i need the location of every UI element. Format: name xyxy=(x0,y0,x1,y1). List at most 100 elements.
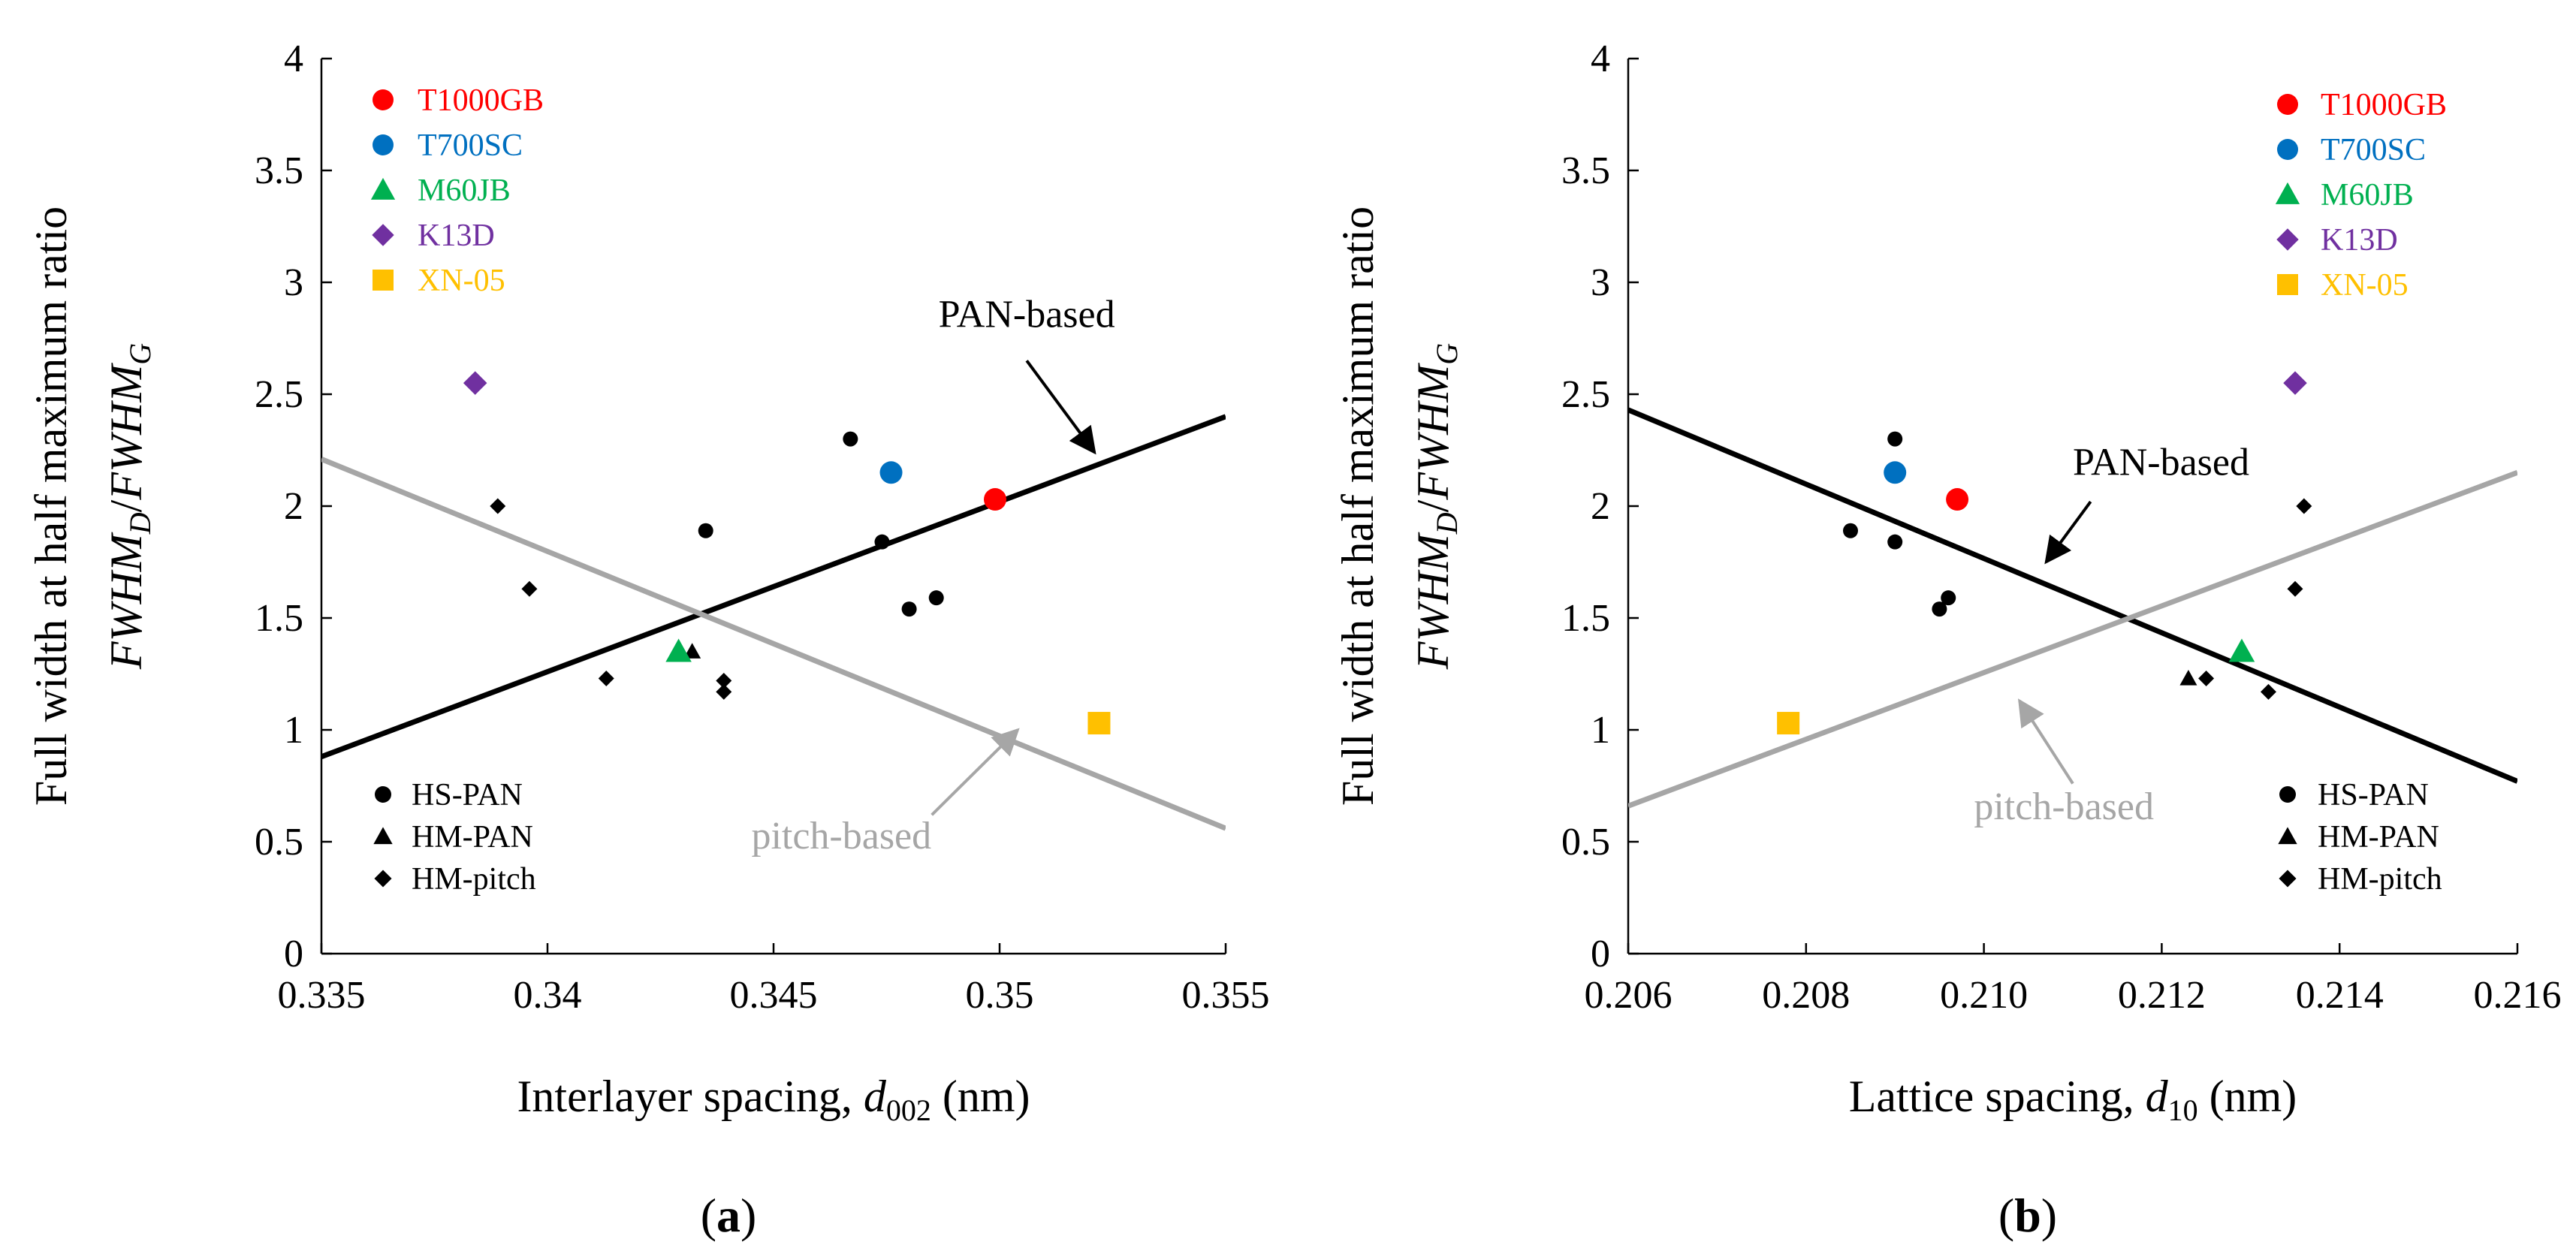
legend-marker-t700sc xyxy=(2277,139,2298,160)
x-axis-title: Lattice spacing, d10 (nm) xyxy=(1849,1072,2297,1127)
x-tick-label: 0.335 xyxy=(278,974,366,1017)
x-tick-label: 0.34 xyxy=(514,974,582,1017)
point-hm-pitch xyxy=(2260,683,2276,700)
point-hs-pan xyxy=(901,601,917,617)
legend-label-hm-pitch: HM-pitch xyxy=(2318,862,2442,897)
panel-label-letter: b xyxy=(2014,1189,2041,1242)
legend-label-hs-pan: HS-PAN xyxy=(412,778,523,812)
annotation-pitch-based: pitch-based xyxy=(1974,785,2154,828)
point-k13d xyxy=(2283,371,2307,395)
annotation-pitch-based: pitch-based xyxy=(751,815,931,858)
point-hs-pan xyxy=(1887,534,1903,550)
annotation-arrow-pan-based xyxy=(1025,360,1096,455)
point-hs-pan xyxy=(874,534,890,550)
point-hs-pan xyxy=(843,431,858,447)
legend-label-m60jb: M60JB xyxy=(2321,178,2414,213)
y-axis-title-slash: / xyxy=(101,499,151,512)
y-axis-title-num: FWHM xyxy=(101,532,151,670)
legend-marker-hm-pan xyxy=(373,827,393,845)
legend-marker-k13d xyxy=(2276,228,2299,251)
legend-label-xn-05: XN-05 xyxy=(2321,268,2409,303)
y-axis-title-den-sub: G xyxy=(1430,343,1464,365)
x-tick-label: 0.210 xyxy=(1940,974,2028,1017)
y-axis-title-den: FWHM xyxy=(1408,363,1458,501)
panel-label-open: ( xyxy=(1998,1189,2014,1242)
legend-marker-xn-05 xyxy=(373,270,394,291)
x-tick-label: 0.345 xyxy=(730,974,818,1017)
data-points xyxy=(463,371,1111,735)
panel-label: (b) xyxy=(1998,1189,2057,1242)
panel-label-open: ( xyxy=(701,1189,716,1242)
y-tick-label: 2 xyxy=(284,485,303,528)
legend-marker-t1000gb xyxy=(2277,94,2298,115)
legend-label-hs-pan: HS-PAN xyxy=(2318,778,2429,812)
point-hm-pitch xyxy=(490,498,506,514)
fit-lines xyxy=(1628,407,2517,809)
fit-line-pan-based xyxy=(321,414,1226,760)
data-points xyxy=(1777,371,2312,735)
point-hm-pitch xyxy=(716,683,732,700)
point-hm-pan xyxy=(2179,669,2197,686)
legend-marker-t700sc xyxy=(373,134,394,155)
y-tick-label: 3 xyxy=(1591,261,1610,304)
legend-label-hm-pan: HM-PAN xyxy=(412,820,533,855)
x-tick-label: 0.208 xyxy=(1762,974,1850,1017)
point-t700sc xyxy=(1884,461,1907,484)
x-tick-label: 0.355 xyxy=(1182,974,1270,1017)
panel-label: (a) xyxy=(701,1189,757,1242)
point-hm-pitch xyxy=(2198,670,2215,686)
legend-label-hm-pitch: HM-pitch xyxy=(412,862,536,897)
legend-marker-hm-pan xyxy=(2278,827,2297,845)
x-axis-title-var: d xyxy=(864,1072,887,1121)
y-tick-label: 0 xyxy=(1591,933,1610,975)
legend-label-k13d: K13D xyxy=(2321,223,2398,258)
annotation-pan-based: PAN-based xyxy=(2073,441,2249,484)
legend-marker-hs-pan xyxy=(2279,786,2296,803)
y-tick-label: 4 xyxy=(284,38,303,80)
y-axis-title-num-sub: D xyxy=(123,512,157,535)
y-axis-title-den-sub: G xyxy=(123,343,157,365)
fit-line-pitch-based xyxy=(321,457,1226,831)
legend-marker-hs-pan xyxy=(375,786,391,803)
point-hs-pan xyxy=(928,590,944,606)
y-tick-label: 3 xyxy=(284,261,303,304)
point-m60jb xyxy=(665,638,692,662)
point-t1000gb xyxy=(1946,488,1969,511)
x-axis-title-text: Interlayer spacing, xyxy=(517,1072,863,1121)
fit-line-pan-based xyxy=(1628,407,2517,784)
y-axis-title: Full width at half maximum ratio xyxy=(26,206,76,806)
x-axis-title-unit: (nm) xyxy=(2198,1072,2297,1121)
chart-panel-b: 0 0.5 1 1.5 2 2.5 3 3.5 4 0.206 0.208 0.210 0.212 0.2… xyxy=(1333,38,2562,1242)
point-hs-pan xyxy=(698,523,713,538)
y-tick-label: 1 xyxy=(284,709,303,752)
y-axis-title: Full width at half maximum ratio xyxy=(1333,206,1383,806)
x-axis-title-unit: (nm) xyxy=(931,1072,1030,1121)
panel-label-close: ) xyxy=(2041,1189,2057,1242)
annotation-pan-based: PAN-based xyxy=(939,294,1115,336)
y-tick-label: 2.5 xyxy=(1561,373,1610,416)
y-axis-title-den: FWHM xyxy=(101,363,151,501)
y-tick-label: 1.5 xyxy=(255,597,303,640)
y-tick-label: 1.5 xyxy=(1561,597,1610,640)
legend-label-m60jb: M60JB xyxy=(418,173,511,208)
legend-label-t700sc: T700SC xyxy=(418,128,523,163)
legend-marker-xn-05 xyxy=(2277,274,2298,295)
x-axis-title-var: d xyxy=(2146,1072,2169,1121)
point-t1000gb xyxy=(983,488,1006,511)
chart-panel-a: 0 0.5 1 1.5 2 2.5 3 3.5 4 0.335 0.34 0.345 0.35 0.355… xyxy=(26,38,1270,1242)
y-tick-label: 2.5 xyxy=(255,373,303,416)
panel-label-letter: a xyxy=(716,1189,741,1242)
panel-label-close: ) xyxy=(741,1189,756,1242)
x-tick-label: 0.216 xyxy=(2474,974,2562,1017)
y-tick-label: 3.5 xyxy=(255,149,303,192)
x-axis-title-text: Lattice spacing, xyxy=(1849,1072,2146,1121)
point-hs-pan xyxy=(1887,431,1903,447)
y-axis-title-num-sub: D xyxy=(1430,512,1464,535)
annotation-arrow-pan-based xyxy=(2044,500,2092,565)
legend-label-k13d: K13D xyxy=(418,219,495,253)
x-axis-title-sub: 002 xyxy=(886,1093,931,1127)
point-hm-pan xyxy=(683,643,701,659)
x-tick-label: 0.214 xyxy=(2296,974,2384,1017)
y-tick-label: 0.5 xyxy=(1561,821,1610,864)
